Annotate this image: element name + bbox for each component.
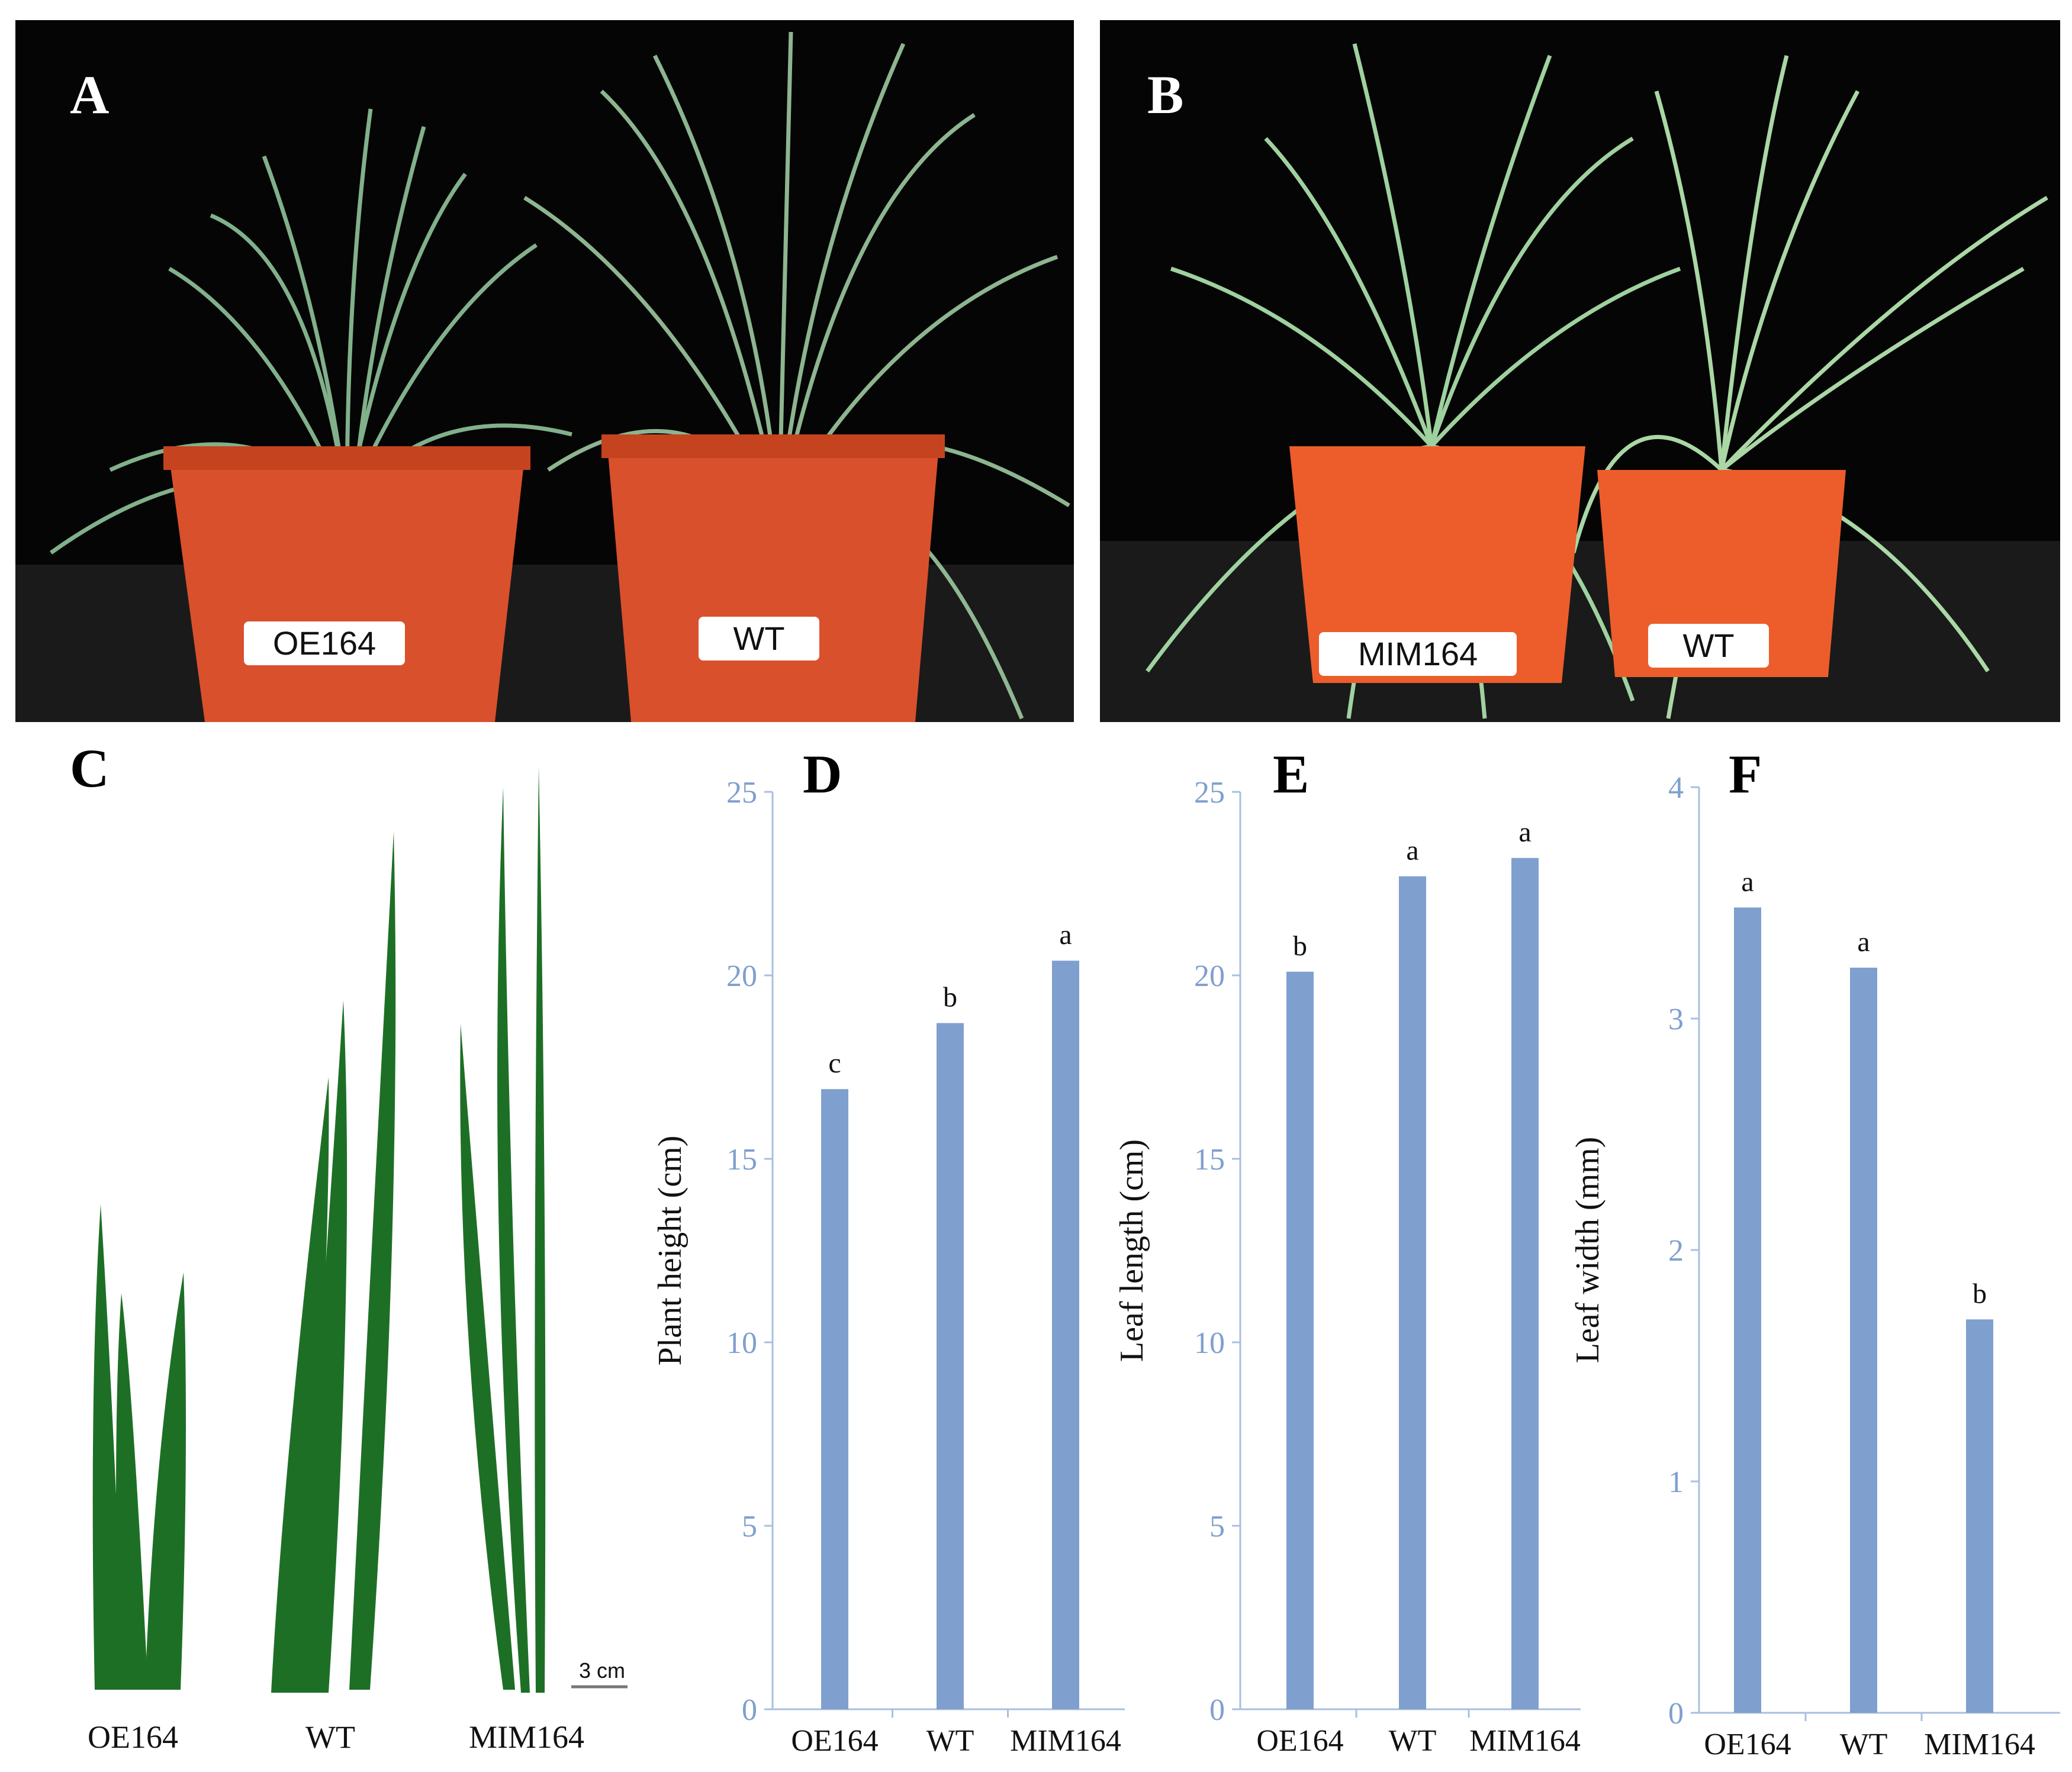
y-axis-title: Leaf length (cm) bbox=[1114, 1139, 1150, 1362]
chart-leaf-width: 0 1 2 3 4 a OE164 a WT b MIM164 Leaf width (mm) bbox=[1569, 771, 2060, 1761]
pot-a-right bbox=[607, 446, 939, 722]
photo-a-illustration bbox=[15, 31, 1074, 722]
x-category-label: WT bbox=[926, 1724, 974, 1758]
photo-panel-b: B MIM164 WT bbox=[1100, 20, 2060, 722]
bar bbox=[1850, 967, 1877, 1713]
leaf-samples bbox=[92, 766, 628, 1693]
leaf-label-mim164: MIM164 bbox=[469, 1719, 585, 1755]
chart-plant-height: 0 5 10 15 20 25 c OE164 b WT a MIM164 Plant height (… bbox=[652, 776, 1125, 1758]
bar bbox=[1734, 907, 1761, 1713]
panel-letter-f: F bbox=[1729, 744, 1762, 804]
significance-label: b bbox=[943, 982, 957, 1013]
significance-label: b bbox=[1973, 1278, 1987, 1309]
photo-panel-a: A OE164 WT bbox=[15, 20, 1074, 722]
panel-letter-a: A bbox=[70, 65, 110, 125]
y-tick-label: 15 bbox=[1194, 1143, 1225, 1177]
y-axis-title: Leaf width (mm) bbox=[1569, 1137, 1606, 1364]
photo-b-illustration bbox=[1100, 43, 2060, 722]
panel-letter-c: C bbox=[70, 738, 110, 798]
bar bbox=[1966, 1319, 1993, 1713]
significance-label: b bbox=[1293, 930, 1307, 962]
y-tick-label: 25 bbox=[1194, 776, 1225, 810]
label-mim164-pot: MIM164 bbox=[1319, 632, 1517, 676]
significance-label: a bbox=[1518, 817, 1531, 848]
leaf-label-wt: WT bbox=[305, 1719, 355, 1755]
pot-a-left bbox=[169, 458, 525, 722]
x-category-label: MIM164 bbox=[1469, 1724, 1581, 1758]
label-oe164-pot: OE164 bbox=[244, 621, 405, 665]
y-tick-label: 5 bbox=[742, 1510, 757, 1544]
significance-label: a bbox=[1406, 835, 1418, 866]
panel-letter-e: E bbox=[1273, 744, 1310, 804]
significance-label: a bbox=[1059, 919, 1072, 951]
significance-label: c bbox=[828, 1048, 841, 1079]
x-category-label: WT bbox=[1840, 1728, 1888, 1761]
bar bbox=[1286, 971, 1314, 1709]
panel-letter-d: D bbox=[803, 744, 842, 804]
y-tick-label: 20 bbox=[1194, 959, 1225, 993]
significance-label: a bbox=[1741, 866, 1754, 897]
label-wt-pot-b: WT bbox=[1648, 624, 1769, 668]
y-tick-label: 15 bbox=[726, 1143, 757, 1177]
chart-leaf-length: 0 5 10 15 20 25 b OE164 a WT a MIM164 Leaf length (c… bbox=[1114, 776, 1581, 1758]
pot-b-left bbox=[1289, 446, 1585, 683]
y-tick-label: 25 bbox=[726, 776, 757, 810]
bar bbox=[937, 1023, 964, 1709]
bar bbox=[1399, 876, 1426, 1709]
bar bbox=[1511, 858, 1539, 1709]
bar bbox=[821, 1089, 848, 1709]
scale-bar-label: 3 cm bbox=[579, 1658, 626, 1683]
x-category-label: OE164 bbox=[1704, 1728, 1791, 1761]
x-category-label: OE164 bbox=[1256, 1724, 1343, 1758]
leaf-label-oe164: OE164 bbox=[88, 1719, 178, 1755]
bar bbox=[1052, 961, 1079, 1709]
y-tick-label: 0 bbox=[742, 1693, 757, 1727]
y-tick-label: 0 bbox=[1668, 1697, 1684, 1731]
x-category-label: MIM164 bbox=[1010, 1724, 1121, 1758]
y-tick-label: 1 bbox=[1668, 1465, 1684, 1499]
panel-letter-b: B bbox=[1147, 65, 1184, 125]
y-tick-label: 4 bbox=[1668, 771, 1684, 805]
y-axis-title: Plant height (cm) bbox=[652, 1136, 688, 1366]
y-tick-label: 10 bbox=[1194, 1326, 1225, 1360]
y-tick-label: 5 bbox=[1209, 1510, 1225, 1544]
x-category-label: WT bbox=[1389, 1724, 1437, 1758]
y-tick-label: 20 bbox=[726, 959, 757, 993]
y-tick-label: 10 bbox=[726, 1326, 757, 1360]
y-tick-label: 3 bbox=[1668, 1003, 1684, 1036]
leaves-wt bbox=[271, 832, 396, 1693]
x-category-label: MIM164 bbox=[1924, 1728, 2035, 1761]
significance-label: a bbox=[1857, 926, 1870, 958]
x-category-label: OE164 bbox=[791, 1724, 878, 1758]
leaves-mim164 bbox=[460, 766, 546, 1693]
label-wt-pot-a: WT bbox=[699, 617, 819, 661]
leaves-oe164 bbox=[92, 1204, 186, 1690]
y-tick-label: 0 bbox=[1209, 1693, 1225, 1727]
y-tick-label: 2 bbox=[1668, 1234, 1684, 1268]
